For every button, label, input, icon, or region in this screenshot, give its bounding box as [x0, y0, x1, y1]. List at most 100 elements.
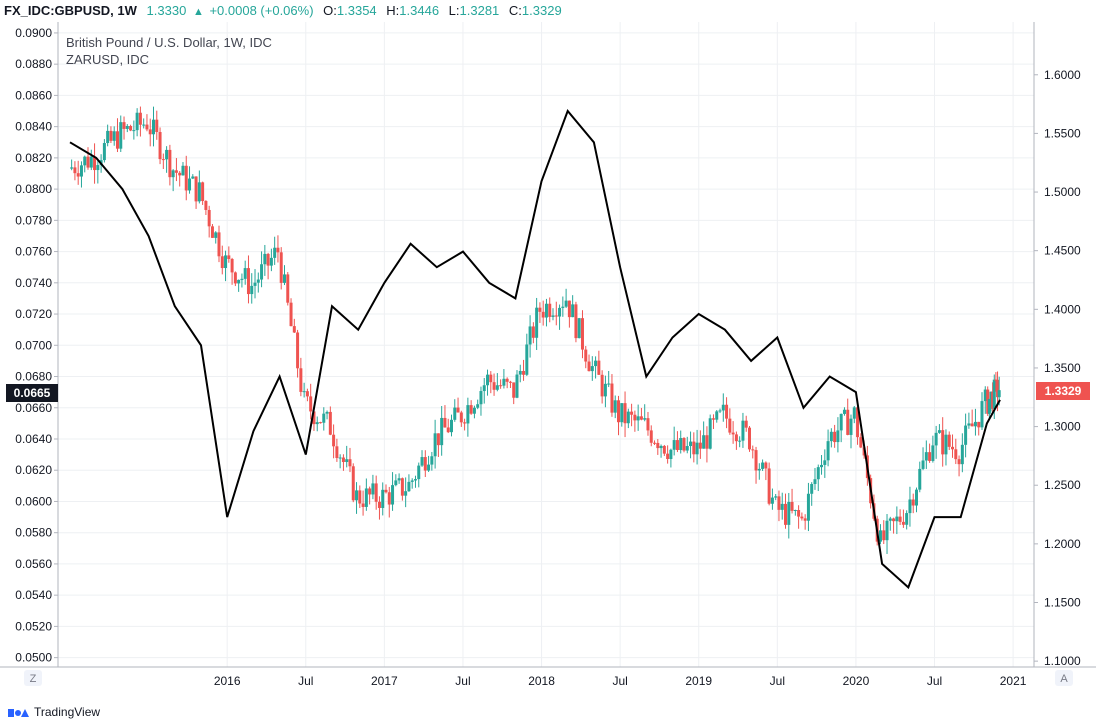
candle-body	[456, 407, 460, 413]
candle-body	[348, 459, 352, 467]
candle-body	[387, 492, 391, 505]
candle-body	[243, 268, 247, 279]
time-tick-label: 2017	[371, 674, 398, 688]
left-axis-ticks[interactable]: 0.0500 0.0520 0.0540 0.0560 0.0580 0.0600 0.06…	[15, 26, 58, 665]
candle-body	[214, 232, 218, 238]
candle-body	[322, 413, 326, 423]
candle-body	[741, 420, 745, 441]
candle-body	[371, 483, 375, 495]
candle-body	[731, 432, 735, 435]
candle-body	[898, 516, 902, 522]
timeframe[interactable]: 1W	[117, 3, 137, 18]
candle-body	[220, 256, 224, 269]
candle-body	[191, 176, 195, 179]
z-button-label: Z	[30, 673, 37, 685]
candle-body	[996, 379, 1000, 398]
candle-body	[420, 457, 424, 466]
left-tick-label: 0.0500	[15, 651, 52, 665]
candle-body	[227, 255, 231, 259]
candle-body	[165, 149, 169, 160]
price-chart[interactable]: 0.0500 0.0520 0.0540 0.0560 0.0580 0.0600 0.06…	[0, 0, 1096, 700]
candle-body	[780, 503, 784, 510]
right-tick-label: 1.5500	[1044, 126, 1081, 140]
candle-body	[109, 130, 113, 141]
symbol-header: FX_IDC:GBPUSD, 1W 1.3330 ▲ +0.0008 (+0.0…	[0, 0, 1096, 22]
candle-body	[112, 131, 116, 141]
legend-gbpusd[interactable]: British Pound / U.S. Dollar, 1W, IDC	[66, 35, 272, 50]
time-tick-label: Jul	[612, 674, 627, 688]
zarusd-line	[69, 109, 1001, 590]
candle-body	[482, 385, 486, 392]
candle-body	[947, 434, 951, 447]
right-tick-label: 1.6000	[1044, 68, 1081, 82]
candle-body	[666, 453, 670, 459]
candle-body	[901, 521, 905, 525]
candle-body	[459, 412, 463, 423]
candle-body	[849, 418, 853, 435]
candle-body	[443, 417, 447, 428]
candle-body	[446, 427, 450, 433]
a-button[interactable]: A	[1055, 670, 1073, 686]
candle-body	[430, 456, 434, 465]
left-tick-label: 0.0800	[15, 182, 52, 196]
candle-body	[423, 457, 427, 471]
candle-body	[770, 497, 774, 504]
candle-body	[269, 257, 273, 266]
candle-body	[994, 379, 998, 381]
candle-body	[374, 483, 378, 502]
candle-body	[607, 383, 611, 385]
candle-body	[964, 425, 968, 445]
candle-body	[119, 122, 123, 149]
candle-body	[705, 435, 709, 449]
candle-body	[178, 172, 182, 176]
right-axis-ticks[interactable]: 1.1000 1.1500 1.2000 1.2500 1.3000 1.3500 1.40…	[1034, 68, 1081, 668]
candle-body	[204, 201, 208, 210]
candle-body	[335, 446, 339, 458]
time-axis-ticks[interactable]: 2016 Jul 2017 Jul 2018 Jul 2019 Jul 2020 Jul 2021	[214, 674, 1027, 688]
candle-body	[689, 441, 693, 447]
candle-body	[685, 446, 689, 451]
candle-body	[908, 499, 912, 514]
footer-branding[interactable]: TradingView	[8, 703, 100, 721]
candle-body	[436, 433, 440, 446]
candle-body	[610, 383, 614, 413]
candle-body	[630, 411, 634, 415]
candle-body	[584, 349, 588, 362]
left-tick-label: 0.0740	[15, 276, 52, 290]
candle-body	[594, 360, 598, 367]
right-tick-label: 1.3500	[1044, 361, 1081, 375]
candle-body	[315, 422, 319, 425]
time-tick-label: 2018	[528, 674, 555, 688]
candle-body	[787, 501, 791, 525]
candle-body	[168, 149, 172, 178]
candle-body	[312, 411, 316, 425]
candle-body	[276, 247, 280, 253]
legend-zarusd[interactable]: ZARUSD, IDC	[66, 52, 149, 67]
candle-body	[747, 427, 751, 450]
candle-body	[633, 414, 637, 421]
candle-body	[905, 513, 909, 525]
z-button[interactable]: Z	[24, 670, 42, 686]
time-tick-label: Jul	[298, 674, 313, 688]
candle-body	[201, 182, 205, 202]
candle-body	[355, 490, 359, 501]
candle-body	[829, 431, 833, 442]
symbol-name[interactable]: FX_IDC:GBPUSD,	[4, 3, 114, 18]
candle-body	[679, 438, 683, 451]
time-tick-label: Jul	[455, 674, 470, 688]
candle-body	[535, 307, 539, 338]
candle-body	[820, 464, 824, 468]
right-tick-label: 1.2000	[1044, 537, 1081, 551]
candle-body	[989, 391, 993, 400]
candle-body	[558, 307, 562, 317]
candle-body	[210, 226, 214, 238]
candle-body	[152, 119, 156, 135]
candle-body	[888, 518, 892, 521]
candle-body	[479, 391, 483, 405]
candle-body	[142, 124, 146, 126]
left-tick-label: 0.0660	[15, 401, 52, 415]
candle-body	[495, 385, 499, 390]
left-tick-label: 0.0600	[15, 494, 52, 508]
candle-body	[931, 445, 935, 461]
candle-body	[106, 130, 110, 144]
